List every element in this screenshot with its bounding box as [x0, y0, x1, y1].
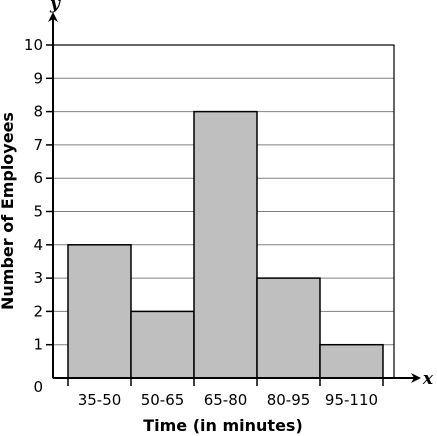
x-tick-labels: 35-50 50-65 65-80 80-95 95-110	[67, 378, 384, 409]
x-axis-variable: x	[422, 369, 434, 389]
bar	[67, 244, 132, 379]
bar	[193, 110, 258, 379]
bar	[256, 277, 321, 379]
y-tick-label: 3	[33, 269, 43, 287]
y-tick-label: 0	[33, 378, 43, 396]
y-tick-label: 2	[33, 302, 43, 320]
y-tick-label: 7	[33, 136, 43, 154]
x-tick-label: 35-50	[78, 391, 122, 409]
x-tick-label: 50-65	[141, 391, 185, 409]
y-axis-variable: y	[49, 0, 61, 14]
bar	[130, 310, 195, 379]
x-tick-label: 65-80	[204, 391, 248, 409]
y-tick-labels: 0 1 2 3 4 5 6 7 8 9 10	[24, 36, 53, 396]
x-axis-title: Time (in minutes)	[143, 416, 303, 435]
y-tick-label: 8	[33, 103, 43, 121]
y-tick-label: 1	[33, 336, 43, 354]
y-tick-label: 10	[24, 36, 43, 54]
bar	[319, 343, 384, 379]
y-tick-label: 9	[33, 69, 43, 87]
x-tick-label: 80-95	[267, 391, 311, 409]
y-axis-title: Number of Employees	[0, 112, 17, 310]
y-tick-label: 4	[33, 236, 43, 254]
y-tick-label: 5	[33, 203, 43, 221]
x-tick-label: 95-110	[325, 391, 378, 409]
y-tick-label: 6	[33, 169, 43, 187]
